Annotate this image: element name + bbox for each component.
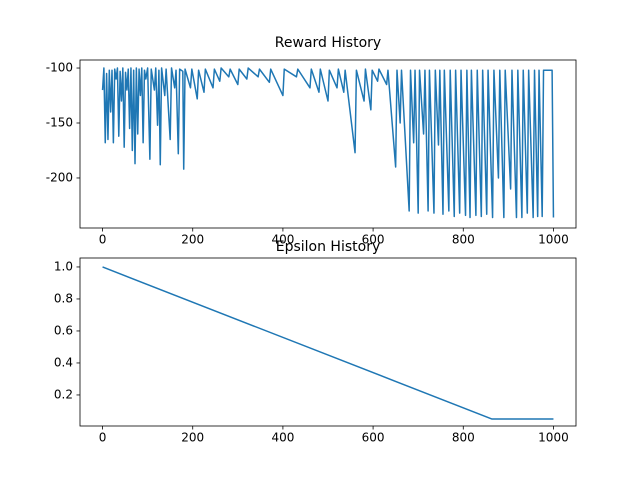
y-tick-label: 0.6 [54, 323, 73, 337]
x-tick-label: 600 [362, 431, 385, 445]
x-tick-label: 0 [99, 431, 107, 445]
axes-frame [79, 59, 577, 229]
y-tick-label: 0.2 [54, 387, 73, 401]
axes-frame [79, 257, 577, 427]
y-tick-label: 0.8 [54, 291, 73, 305]
y-tick-label: 0.4 [54, 355, 73, 369]
x-tick-label: 1000 [538, 431, 569, 445]
x-tick-label: 200 [181, 431, 204, 445]
x-tick-label: 400 [271, 233, 294, 247]
y-tick-label: -200 [46, 170, 73, 184]
y-tick-label: -100 [46, 61, 73, 75]
x-tick-label: 1000 [538, 233, 569, 247]
x-tick-label: 400 [271, 431, 294, 445]
y-tick-label: -150 [46, 116, 73, 130]
x-tick-label: 200 [181, 233, 204, 247]
x-tick-label: 800 [452, 233, 475, 247]
x-tick-label: 600 [362, 233, 385, 247]
chart-title: Reward History [275, 35, 381, 51]
x-tick-label: 800 [452, 431, 475, 445]
line [101, 67, 555, 219]
y-tick-label: 1.0 [54, 259, 73, 273]
line [102, 266, 554, 420]
chart-title: Epsilon History [276, 239, 381, 255]
x-tick-label: 0 [99, 233, 107, 247]
